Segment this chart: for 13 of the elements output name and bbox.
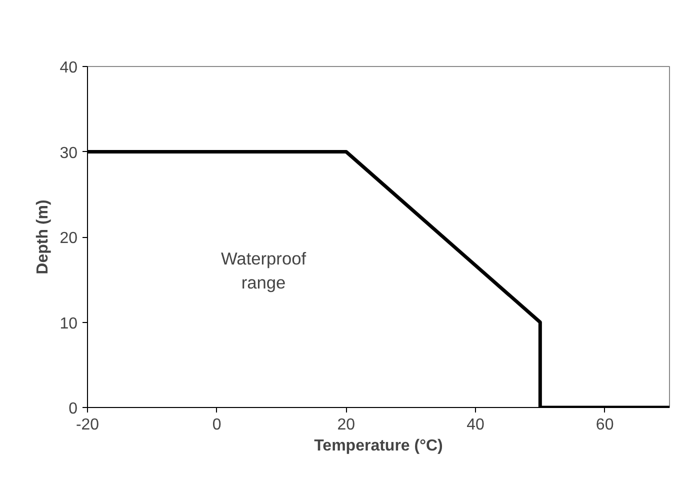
y-tick-label: 40 [60,60,78,76]
y-tick-label: 20 [60,230,78,247]
y-tick-label: 10 [60,315,78,332]
y-tick-label: 0 [68,400,78,418]
y-axis-title: Depth (m) [34,200,52,274]
annotation: Waterproof range [220,248,306,292]
x-tick-label: 0 [212,416,222,434]
x-axis-title: Temperature (°C) [314,438,443,454]
x-tick-label: 40 [466,416,484,434]
x-tick-label: -20 [76,416,100,434]
x-tick-label: 20 [337,416,356,434]
x-tick-label: 60 [596,416,614,434]
y-tick-label: 30 [60,144,78,162]
